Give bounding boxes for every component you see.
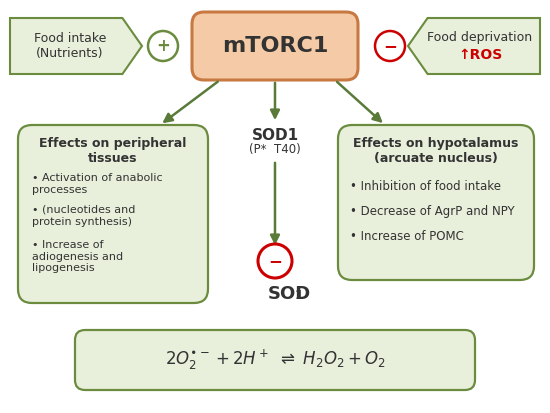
FancyBboxPatch shape [18, 125, 208, 303]
Polygon shape [408, 18, 540, 74]
Text: −: − [268, 252, 282, 270]
Text: • Decrease of AgrP and NPY: • Decrease of AgrP and NPY [350, 205, 515, 218]
Text: −: − [383, 37, 397, 55]
Text: Effects on peripheral
tissues: Effects on peripheral tissues [39, 137, 186, 165]
FancyBboxPatch shape [75, 330, 475, 390]
Text: mTORC1: mTORC1 [222, 36, 328, 56]
Text: • (nucleotides and
protein synthesis): • (nucleotides and protein synthesis) [32, 205, 135, 227]
Text: ↑ROS: ↑ROS [458, 48, 502, 62]
Text: Effects on hypotalamus
(arcuate nucleus): Effects on hypotalamus (arcuate nucleus) [353, 137, 519, 165]
Text: SOD: SOD [268, 285, 311, 303]
Text: $2O_2^{\bullet -} + 2H^+\ \rightleftharpoons\ H_2O_2 + O_2$: $2O_2^{\bullet -} + 2H^+\ \rightleftharp… [164, 348, 386, 372]
Text: • Increase of
adiogenesis and
lipogenesis: • Increase of adiogenesis and lipogenesi… [32, 240, 123, 273]
Text: • Inhibition of food intake: • Inhibition of food intake [350, 180, 501, 193]
FancyBboxPatch shape [338, 125, 534, 280]
Text: (P*  T40): (P* T40) [249, 143, 301, 156]
Text: 1: 1 [295, 289, 304, 302]
Text: Food deprivation: Food deprivation [427, 31, 532, 43]
Text: Food intake
(Nutrients): Food intake (Nutrients) [34, 32, 106, 60]
Text: +: + [156, 37, 170, 55]
FancyBboxPatch shape [192, 12, 358, 80]
Text: • Increase of POMC: • Increase of POMC [350, 230, 464, 243]
Text: SOD1: SOD1 [251, 128, 299, 143]
Text: • Activation of anabolic
processes: • Activation of anabolic processes [32, 173, 163, 195]
Polygon shape [10, 18, 142, 74]
